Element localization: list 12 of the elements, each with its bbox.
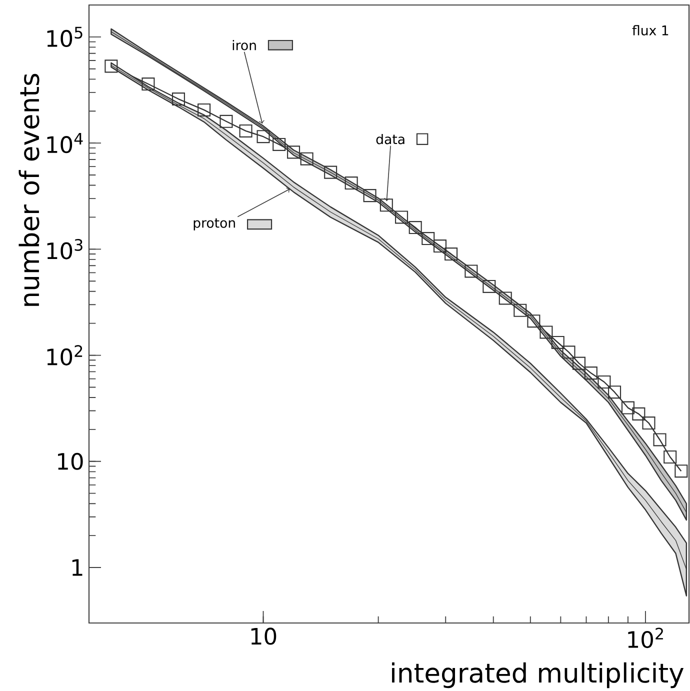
y-tick-label: 1 bbox=[72, 559, 82, 576]
y-tick-label: 10$^{2}$ bbox=[47, 345, 82, 366]
y-tick-label: 10$^{5}$ bbox=[47, 26, 82, 48]
legend-label: proton bbox=[194, 218, 235, 230]
y-tick-label: 10$^{3}$ bbox=[47, 238, 82, 260]
y-axis-title: number of events bbox=[18, 74, 40, 306]
annotation: flux 1 bbox=[632, 25, 668, 36]
x-axis-title: integrated multiplicity bbox=[392, 662, 684, 688]
y-tick-label: 10$^{4}$ bbox=[47, 132, 83, 154]
y-tick-label: 10 bbox=[58, 452, 83, 470]
legend-label: data bbox=[376, 134, 404, 144]
legend-label: iron bbox=[232, 40, 256, 50]
